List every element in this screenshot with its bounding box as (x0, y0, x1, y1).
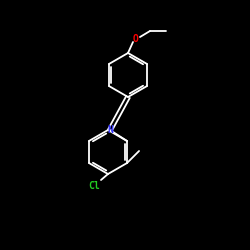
Text: O: O (133, 34, 139, 44)
Text: N: N (107, 125, 113, 135)
Text: Cl: Cl (88, 181, 100, 191)
